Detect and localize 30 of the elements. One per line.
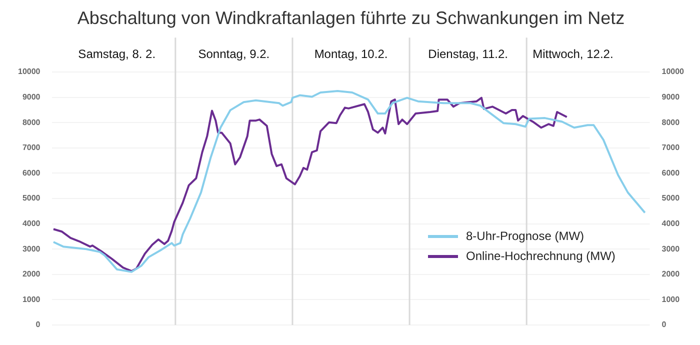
y-tick-label: 5000 xyxy=(22,194,41,203)
y2-tick-label: 10000 xyxy=(662,67,685,76)
y-tick-label: 6000 xyxy=(22,168,41,178)
y2-tick-label: 2000 xyxy=(662,270,680,279)
y2-tick-label: 9000 xyxy=(662,92,680,102)
chart-title: Abschaltung von Windkraftanlagen führte zu Schwankungen im Netz xyxy=(77,8,625,28)
y-tick-label: 4000 xyxy=(22,219,41,228)
x-tick-label: Montag, 10.2. xyxy=(314,47,388,62)
x-tick-label: Mittwoch, 12.2. xyxy=(532,47,614,62)
y2-tick-label: 3000 xyxy=(662,244,680,254)
legend-label: 8-Uhr-Prognose (MW) xyxy=(466,229,584,243)
y2-tick-label: 7000 xyxy=(662,143,680,152)
y2-tick-label: 8000 xyxy=(662,118,680,127)
y-tick-label: 1000 xyxy=(22,294,41,304)
x-tick-label: Samstag, 8. 2. xyxy=(78,47,156,62)
y2-tick-label: 1000 xyxy=(662,294,680,304)
y-tick-label: 10000 xyxy=(18,67,41,76)
y2-tick-label: 6000 xyxy=(662,168,680,178)
y-tick-label: 9000 xyxy=(22,92,41,102)
x-tick-label: Dienstag, 11.2. xyxy=(428,47,508,62)
y-tick-label: 0 xyxy=(36,320,41,330)
y2-tick-label: 4000 xyxy=(662,219,680,228)
y-tick-label: 3000 xyxy=(22,244,41,254)
y2-tick-label: 5000 xyxy=(662,194,680,203)
y2-tick-label: 0 xyxy=(662,320,667,330)
legend-label: Online-Hochrechnung (MW) xyxy=(466,249,616,263)
y-tick-label: 2000 xyxy=(22,270,41,279)
y-tick-label: 8000 xyxy=(22,118,41,127)
x-tick-label: Sonntag, 9.2. xyxy=(198,47,270,62)
y-tick-label: 7000 xyxy=(22,143,41,152)
